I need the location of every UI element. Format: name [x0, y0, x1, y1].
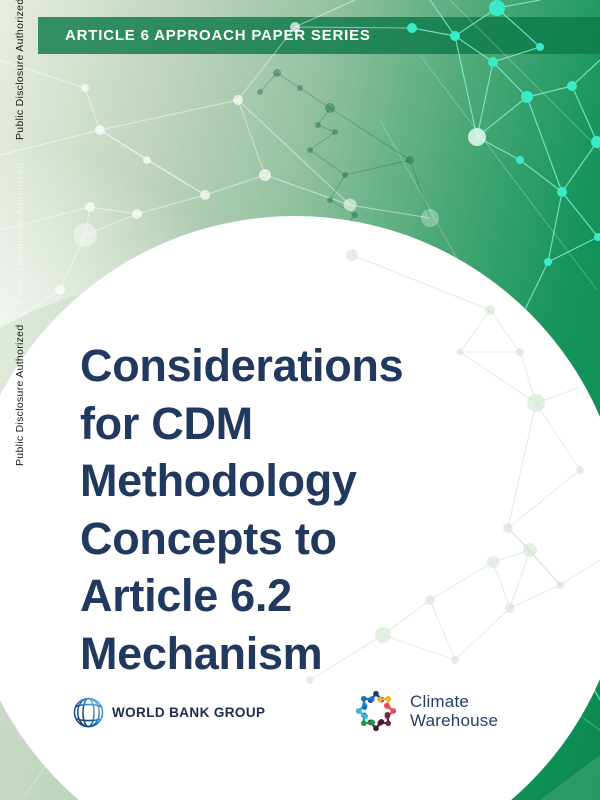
title-line: Mechanism [80, 627, 323, 679]
public-disclosure-stamp: Public Disclosure Authorized [14, 324, 26, 466]
series-banner-label: ARTICLE 6 APPROACH PAPER SERIES [65, 27, 371, 44]
title-line: Concepts to [80, 512, 337, 564]
public-disclosure-stamp: Public Disclosure Authorized [14, 162, 26, 304]
title-line: Considerations [80, 340, 404, 391]
public-disclosure-stamp: Public Disclosure Authorized [14, 0, 26, 140]
title-line: for CDM [80, 397, 253, 449]
title-line: Methodology [80, 455, 357, 506]
report-title: Considerations for CDM Methodology Conce… [80, 337, 404, 682]
series-banner: ARTICLE 6 APPROACH PAPER SERIES [38, 17, 600, 54]
title-line: Article 6.2 [80, 570, 292, 621]
